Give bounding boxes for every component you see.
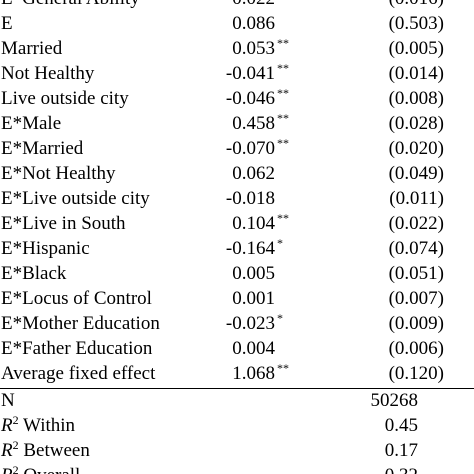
significance-stars: **	[277, 86, 289, 100]
significance-stars: **	[277, 36, 289, 50]
standard-error: (0.007)	[388, 288, 444, 309]
stat-label-superscript: 2	[12, 438, 19, 452]
row-label: E*Black	[1, 263, 67, 284]
row-label: E*Live in South	[1, 213, 126, 234]
stat-value: 0.32	[318, 464, 418, 474]
coefficient: 0.104	[232, 213, 275, 234]
standard-error: (0.503)	[388, 13, 444, 34]
standard-error: (0.011)	[389, 188, 444, 209]
significance-stars: *	[277, 311, 283, 325]
stat-label: R2 Within	[1, 414, 75, 438]
stat-label: N	[1, 389, 15, 413]
coefficient: 0.001	[232, 288, 275, 309]
coefficient: -0.018	[225, 188, 275, 209]
coefficient: 0.086	[232, 13, 275, 34]
coefficient: -0.070	[225, 138, 275, 159]
stat-label-superscript: 2	[12, 463, 19, 474]
coefficient: -0.023	[225, 313, 275, 334]
row-label: Average fixed effect	[1, 363, 156, 384]
stat-label-text: R	[1, 465, 13, 474]
stat-value: 0.45	[384, 415, 418, 436]
row-label: E*Hispanic	[1, 238, 90, 259]
coefficient: 0.004	[232, 338, 275, 359]
stat-label-text: N	[1, 390, 15, 411]
coefficient: -0.164	[225, 238, 275, 259]
row-label: E*Locus of Control	[1, 288, 152, 309]
row-label: E*Father Education	[1, 338, 153, 359]
stat-label-suffix: Between	[23, 440, 90, 461]
standard-error: (0.049)	[388, 163, 444, 184]
row-label: Live outside city	[1, 88, 129, 109]
standard-error: (0.014)	[388, 63, 444, 84]
significance-stars: **	[277, 211, 289, 225]
standard-error: (0.028)	[388, 113, 444, 134]
standard-error: (0.022)	[388, 213, 444, 234]
coefficient: -0.041	[225, 63, 275, 84]
stat-label-text: R	[1, 415, 13, 436]
standard-error: (0.074)	[388, 238, 444, 259]
row-label: E*Live outside city	[1, 188, 150, 209]
standard-error: (0.008)	[388, 88, 444, 109]
stat-value: 50268	[370, 390, 419, 411]
coefficient: -0.022	[195, 0, 275, 11]
stat-label-suffix: Within	[23, 415, 76, 436]
significance-stars: **	[277, 61, 289, 75]
row-label: E*Mother Education	[1, 313, 160, 334]
standard-error: (0.016)	[324, 0, 444, 11]
coefficient: 0.062	[232, 163, 275, 184]
coefficient: 0.005	[232, 263, 275, 284]
stat-label-text: R	[1, 440, 13, 461]
coefficient: 0.053	[232, 38, 275, 59]
row-label: Married	[1, 38, 63, 59]
significance-stars: **	[277, 361, 289, 375]
stat-label-suffix: Overall	[23, 465, 80, 474]
coefficient: -0.046	[225, 88, 275, 109]
standard-error: (0.020)	[388, 138, 444, 159]
stat-value: 0.17	[384, 440, 418, 461]
stat-label-superscript: 2	[12, 413, 19, 427]
row-label: E*Not Healthy	[1, 163, 116, 184]
coefficient: 0.458	[232, 113, 275, 134]
standard-error: (0.006)	[388, 338, 444, 359]
standard-error: (0.120)	[388, 363, 444, 384]
standard-error: (0.005)	[388, 38, 444, 59]
row-label: E*Married	[1, 138, 84, 159]
row-label: E*Male	[1, 113, 62, 134]
significance-stars: **	[277, 136, 289, 150]
significance-stars: **	[277, 111, 289, 125]
row-label: E	[1, 13, 13, 34]
standard-error: (0.051)	[388, 263, 444, 284]
row-label: E*General Ability	[1, 0, 140, 11]
standard-error: (0.009)	[388, 313, 444, 334]
coefficient: 1.068	[232, 363, 275, 384]
significance-stars: *	[277, 236, 283, 250]
row-label: Not Healthy	[1, 63, 95, 84]
stat-label: R2 Overall	[1, 464, 80, 474]
table-rule	[0, 388, 474, 389]
stat-label: R2 Between	[1, 439, 90, 463]
